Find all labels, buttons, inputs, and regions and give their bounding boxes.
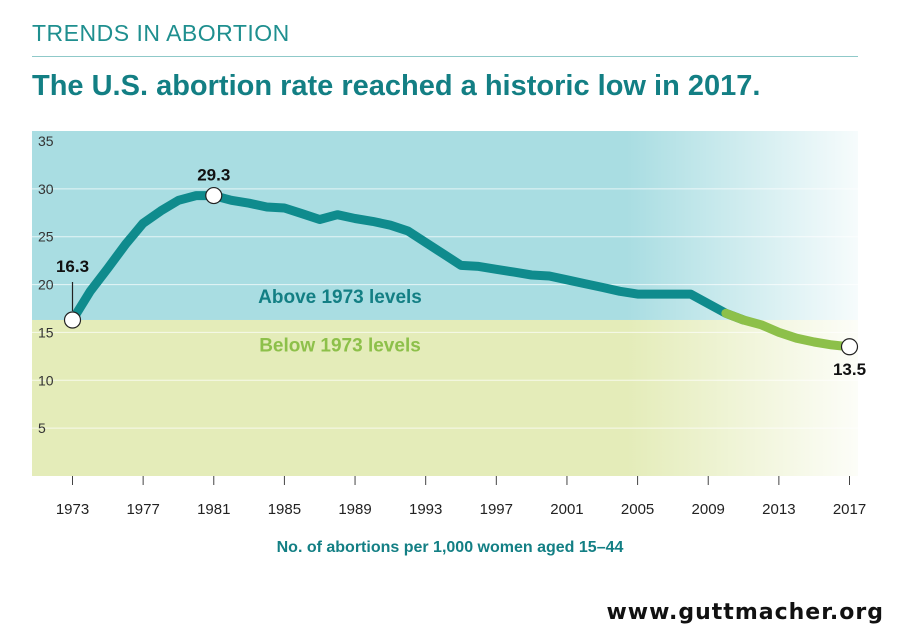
y-tick-label: 15 — [38, 324, 54, 340]
x-tick-label: 2013 — [762, 501, 795, 518]
x-tick-label: 1993 — [409, 501, 442, 518]
x-tick-label: 2009 — [692, 501, 725, 518]
above-region-label: Above 1973 levels — [258, 287, 422, 308]
x-tick-label: 2001 — [550, 501, 583, 518]
y-tick-label: 30 — [38, 181, 54, 197]
x-tick-label: 2017 — [833, 501, 866, 518]
x-tick-label: 1977 — [126, 501, 159, 518]
data-point-marker — [840, 338, 859, 356]
y-tick-label: 35 — [38, 133, 54, 149]
x-axis-ticks: 1973 1977 1981 1985 1989 1993 1997 2001 2005 2009… — [56, 476, 866, 518]
chart-fade-overlay — [32, 131, 858, 476]
y-tick-label: 5 — [38, 420, 46, 436]
x-tick-label: 2005 — [621, 501, 654, 518]
x-tick-label: 1989 — [338, 501, 371, 518]
data-label: 29.3 — [197, 166, 230, 185]
source-url: www.guttmacher.org — [606, 600, 884, 625]
data-point-marker — [205, 186, 223, 205]
series-line-above — [68, 191, 748, 325]
data-markers: 16.3 29.3 13.5 — [56, 166, 866, 379]
x-axis-title: No. of abortions per 1,000 women aged 15… — [277, 539, 624, 556]
y-tick-label: 25 — [38, 229, 54, 245]
data-label: 16.3 — [56, 257, 89, 276]
series-line-below — [721, 308, 854, 352]
y-axis-ticks: 5 10 15 20 25 30 35 — [38, 133, 54, 436]
data-label: 13.5 — [833, 360, 866, 379]
x-tick-label: 1985 — [268, 501, 301, 518]
y-tick-label: 20 — [38, 277, 54, 293]
page-title: The U.S. abortion rate reached a histori… — [32, 70, 761, 102]
y-tick-label: 10 — [38, 372, 54, 388]
below-region-label: Below 1973 levels — [259, 336, 421, 357]
section-kicker: TRENDS IN ABORTION — [32, 20, 290, 46]
grid-lines — [32, 188, 858, 429]
header-divider — [32, 56, 858, 57]
data-point-marker — [63, 311, 82, 329]
x-tick-label: 1981 — [197, 501, 230, 518]
series-lines — [68, 191, 854, 352]
x-tick-label: 1997 — [480, 501, 513, 518]
x-tick-label: 1973 — [56, 501, 89, 518]
